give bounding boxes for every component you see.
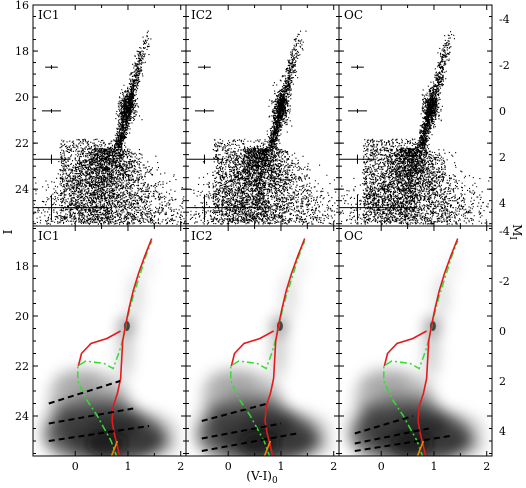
panel-bottom-ic1 bbox=[39, 238, 180, 456]
green-isochrone bbox=[77, 240, 153, 456]
red-isochrone-branch bbox=[230, 330, 274, 367]
x-tick-label: 0 bbox=[378, 460, 385, 473]
star-points bbox=[186, 30, 339, 225]
red-isochrone-branch bbox=[77, 330, 121, 367]
red-isochrone bbox=[111, 238, 153, 456]
density-blob bbox=[205, 367, 256, 395]
x-tick-label: 2 bbox=[330, 460, 337, 473]
panel-label: IC2 bbox=[191, 229, 213, 243]
orange-segment bbox=[263, 440, 272, 456]
completeness-line bbox=[201, 432, 297, 452]
completeness-line bbox=[48, 425, 150, 442]
x-tick-label: 1 bbox=[430, 460, 437, 473]
completeness-line bbox=[201, 402, 269, 422]
right-tick-label: 4 bbox=[499, 197, 506, 210]
orange-segment bbox=[110, 440, 119, 456]
density-blob bbox=[281, 274, 296, 318]
completeness-line bbox=[48, 407, 134, 425]
panel-label: IC1 bbox=[38, 8, 60, 22]
panel-label: OC bbox=[344, 8, 363, 22]
y-tick-label: 18 bbox=[15, 45, 29, 58]
panel-top-oc bbox=[339, 31, 492, 225]
density-blob bbox=[52, 367, 103, 395]
x-axis-title: (V-I)0 bbox=[246, 469, 278, 486]
density-blob bbox=[129, 436, 180, 456]
right-tick-label: -2 bbox=[499, 59, 510, 72]
panel-label: IC2 bbox=[191, 8, 213, 22]
panel-label: OC bbox=[344, 229, 363, 243]
density-map bbox=[39, 252, 180, 456]
ms-core bbox=[239, 431, 280, 456]
x-tick-label: 1 bbox=[277, 460, 284, 473]
ms-core bbox=[86, 431, 127, 456]
completeness-line bbox=[201, 422, 282, 440]
right-axis-title: MI bbox=[507, 224, 524, 240]
y-tick-label: 24 bbox=[15, 183, 29, 196]
right-tick-label: 4 bbox=[499, 425, 506, 438]
y-tick-label: 20 bbox=[15, 91, 29, 104]
density-blob bbox=[435, 436, 486, 456]
x-tick-label: 1 bbox=[124, 460, 131, 473]
right-tick-label: 2 bbox=[499, 151, 506, 164]
completeness-line bbox=[354, 427, 429, 445]
density-map bbox=[192, 252, 333, 456]
y-tick-label: 22 bbox=[15, 137, 29, 150]
completeness-line bbox=[354, 435, 450, 452]
right-tick-label: -2 bbox=[499, 275, 510, 288]
density-blob bbox=[434, 274, 449, 318]
x-tick-label: 2 bbox=[483, 460, 490, 473]
completeness-line bbox=[48, 380, 121, 405]
panel-bottom-oc bbox=[345, 238, 486, 456]
green-isochrone bbox=[230, 240, 306, 456]
star-points bbox=[33, 30, 186, 225]
right-tick-label: 2 bbox=[499, 375, 506, 388]
density-blob bbox=[358, 367, 409, 395]
ms-core bbox=[392, 431, 433, 456]
left-axis-title: I bbox=[1, 229, 15, 234]
y-tick-label: 20 bbox=[15, 310, 29, 323]
density-blob bbox=[282, 436, 333, 456]
panel-label: IC1 bbox=[38, 229, 60, 243]
x-tick-label: 2 bbox=[177, 460, 184, 473]
density-blob bbox=[345, 403, 386, 454]
red-isochrone bbox=[417, 238, 459, 456]
y-tick-label: 22 bbox=[15, 360, 29, 373]
x-tick-label: 0 bbox=[225, 460, 232, 473]
y-tick-label: 16 bbox=[15, 0, 29, 12]
right-tick-label: 0 bbox=[499, 325, 506, 338]
green-isochrone bbox=[383, 240, 459, 456]
panel-top-ic1 bbox=[33, 30, 186, 225]
panel-frame bbox=[185, 4, 340, 227]
red-isochrone bbox=[264, 238, 306, 456]
panel-bottom-ic2 bbox=[192, 238, 333, 456]
right-tick-label: -4 bbox=[499, 225, 510, 238]
panel-top-ic2 bbox=[186, 30, 339, 225]
y-tick-label: 24 bbox=[15, 410, 29, 423]
x-tick-label: 0 bbox=[72, 460, 79, 473]
orange-segment bbox=[416, 440, 425, 456]
red-isochrone-branch bbox=[383, 330, 427, 367]
right-tick-label: -4 bbox=[499, 13, 510, 26]
star-points bbox=[339, 31, 492, 225]
completeness-line bbox=[354, 415, 414, 435]
right-tick-label: 0 bbox=[499, 105, 506, 118]
density-blob bbox=[39, 403, 80, 454]
y-tick-label: 18 bbox=[15, 260, 29, 273]
density-blob bbox=[128, 274, 143, 318]
